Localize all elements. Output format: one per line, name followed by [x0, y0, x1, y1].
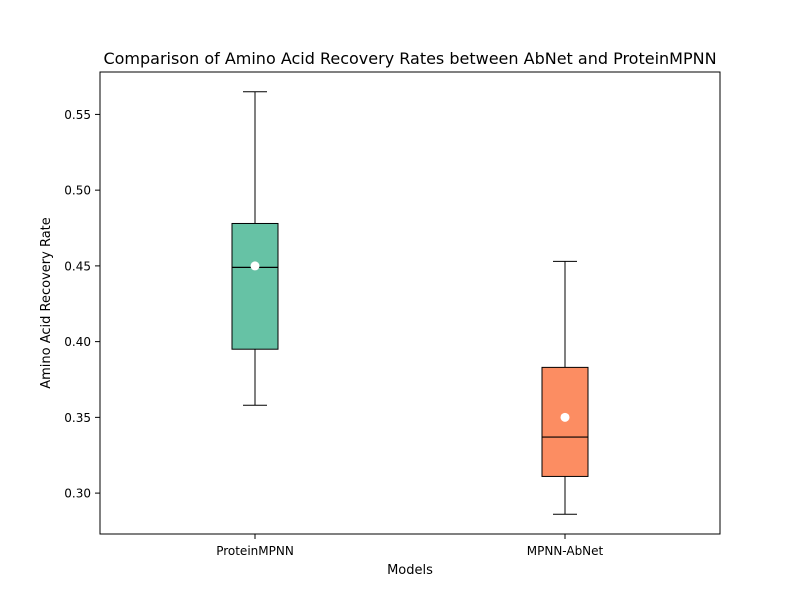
box-proteinmpnn [231, 91, 279, 406]
iqr-box [541, 366, 589, 477]
box-mpnn-abnet [541, 260, 589, 515]
mean-marker [250, 261, 260, 271]
y-tick-label: 0.55 [64, 108, 91, 122]
y-axis-ticks: 0.30 0.35 0.40 0.45 0.50 0.55 [64, 108, 100, 501]
x-tick-label: ProteinMPNN [216, 544, 294, 558]
y-tick-label: 0.35 [64, 411, 91, 425]
y-tick-label: 0.40 [64, 335, 91, 349]
x-tick-label: MPNN-AbNet [527, 544, 604, 558]
y-tick-label: 0.45 [64, 259, 91, 273]
iqr-box [231, 222, 279, 350]
y-tick-label: 0.30 [64, 487, 91, 501]
box-series [231, 91, 589, 515]
y-tick-label: 0.50 [64, 184, 91, 198]
y-axis-label: Amino Acid Recovery Rate [39, 217, 54, 389]
chart-title: Comparison of Amino Acid Recovery Rates … [103, 49, 716, 68]
plot-area [99, 71, 721, 535]
x-axis-ticks: ProteinMPNN MPNN-AbNet [216, 534, 604, 558]
mean-marker [560, 412, 570, 422]
x-axis-label: Models [387, 563, 433, 578]
